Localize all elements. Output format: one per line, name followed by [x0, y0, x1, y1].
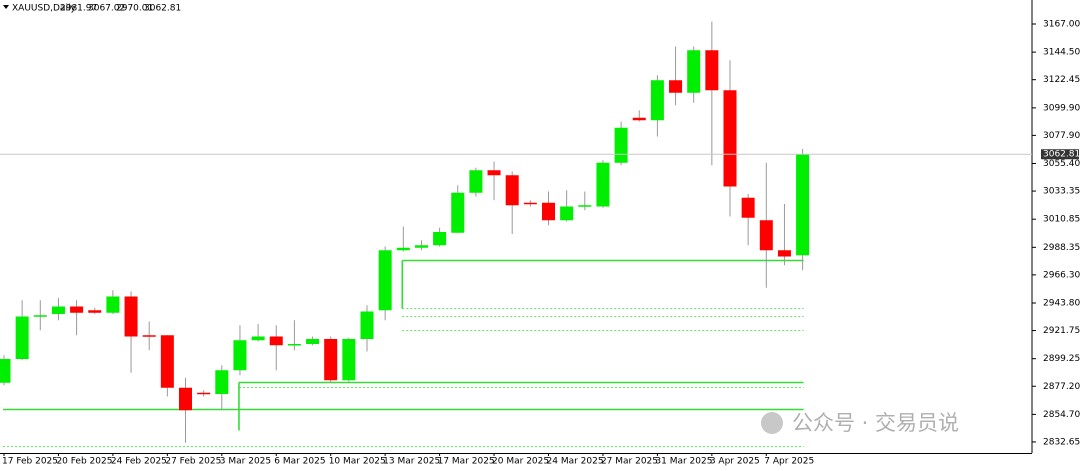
x-tick-label: 27 Feb 2025: [165, 457, 221, 467]
watermark: 公众号 · 交易员说: [792, 411, 959, 435]
candle-body: [251, 336, 265, 341]
candle-body: [469, 170, 483, 193]
candle-body: [523, 202, 537, 205]
candle-body: [759, 220, 773, 251]
candle-body: [396, 247, 410, 251]
x-tick-label: 17 Feb 2025: [2, 457, 58, 467]
last-price-tag: [1041, 149, 1079, 160]
candle-body: [124, 296, 138, 337]
candle-body: [342, 339, 356, 381]
y-tick-label: 3167.00: [1043, 20, 1080, 30]
candle-body: [233, 340, 247, 371]
candle-body: [669, 80, 683, 93]
y-tick-label: 2966.30: [1043, 270, 1080, 280]
y-tick-label: 2988.35: [1043, 243, 1080, 253]
y-tick-label: 2877.20: [1043, 382, 1080, 392]
candle-body: [741, 197, 755, 218]
candle-body: [578, 205, 592, 207]
candle-body: [487, 170, 501, 176]
x-tick-label: 3 Mar 2025: [220, 457, 271, 467]
candle-body: [106, 296, 120, 313]
header-high: 3067.02: [88, 4, 125, 14]
y-tick-label: 3077.90: [1043, 131, 1080, 141]
y-tick-label: 3055.40: [1043, 159, 1080, 169]
candle-body: [33, 315, 47, 317]
candle-body: [160, 335, 174, 388]
x-tick-label: 27 Mar 2025: [601, 457, 658, 467]
x-tick-label: 24 Feb 2025: [111, 457, 167, 467]
candle-body: [197, 392, 211, 395]
x-tick-label: 6 Mar 2025: [274, 457, 325, 467]
y-tick-label: 2899.25: [1043, 354, 1080, 364]
header-close: 3062.81: [144, 4, 181, 14]
y-tick-label: 3010.85: [1043, 215, 1080, 225]
watermark-group: 公众号 · 交易员说: [761, 411, 959, 435]
candle-body: [306, 339, 320, 344]
candle-body: [70, 306, 84, 313]
candle-body: [88, 310, 102, 313]
candle-body: [451, 192, 465, 233]
x-tick-label: 7 Apr 2025: [764, 457, 814, 467]
header-low: 2970.01: [116, 4, 153, 14]
candle-body: [596, 162, 610, 207]
candle-body: [360, 311, 374, 339]
candle-body: [723, 90, 737, 187]
candle-body: [269, 336, 283, 346]
candle-body: [650, 80, 664, 121]
header-open: 2981.97: [60, 4, 97, 14]
symbol: XAUUSD,Daily: [12, 4, 76, 14]
candle-body: [215, 370, 229, 394]
y-tick-label: 3033.35: [1043, 187, 1080, 197]
y-tick-label: 3144.50: [1043, 48, 1080, 58]
candle-body: [777, 250, 791, 257]
last-price-label: 3062.81: [1043, 150, 1080, 160]
candle-body: [632, 117, 646, 121]
candle-body: [614, 127, 628, 163]
candle-body: [796, 154, 810, 256]
x-tick-label: 24 Mar 2025: [547, 457, 604, 467]
candle-body: [287, 344, 301, 346]
candle-body: [51, 306, 65, 314]
x-tick-label: 17 Mar 2025: [438, 457, 495, 467]
y-tick-label: 2921.75: [1043, 326, 1080, 336]
candle-body: [324, 339, 338, 381]
candle-body: [15, 316, 29, 359]
x-tick-label: 20 Feb 2025: [56, 457, 112, 467]
candle-body: [560, 206, 574, 221]
x-tick-label: 13 Mar 2025: [383, 457, 440, 467]
x-tick-label: 3 Apr 2025: [710, 457, 760, 467]
candle-body: [705, 50, 719, 91]
candle-body: [414, 245, 428, 248]
watermark-icon: [761, 412, 783, 434]
x-tick-label: 31 Mar 2025: [655, 457, 712, 467]
candle-body: [505, 175, 519, 206]
x-tick-label: 20 Mar 2025: [492, 457, 549, 467]
x-tick-label: 10 Mar 2025: [329, 457, 386, 467]
y-tick-label: 2943.80: [1043, 299, 1080, 309]
candle-body: [142, 335, 156, 337]
y-tick-label: 2854.70: [1043, 410, 1080, 420]
candle-body: [0, 359, 11, 383]
y-tick-label: 2832.65: [1043, 437, 1080, 447]
candle-body: [542, 202, 555, 221]
candle-body: [433, 232, 447, 246]
y-tick-label: 3099.90: [1043, 103, 1080, 113]
candle-body: [687, 50, 701, 93]
candle-body: [378, 250, 392, 311]
candle-body: [179, 387, 192, 411]
menu-icon[interactable]: [3, 5, 9, 9]
y-tick-label: 3122.45: [1043, 75, 1080, 85]
